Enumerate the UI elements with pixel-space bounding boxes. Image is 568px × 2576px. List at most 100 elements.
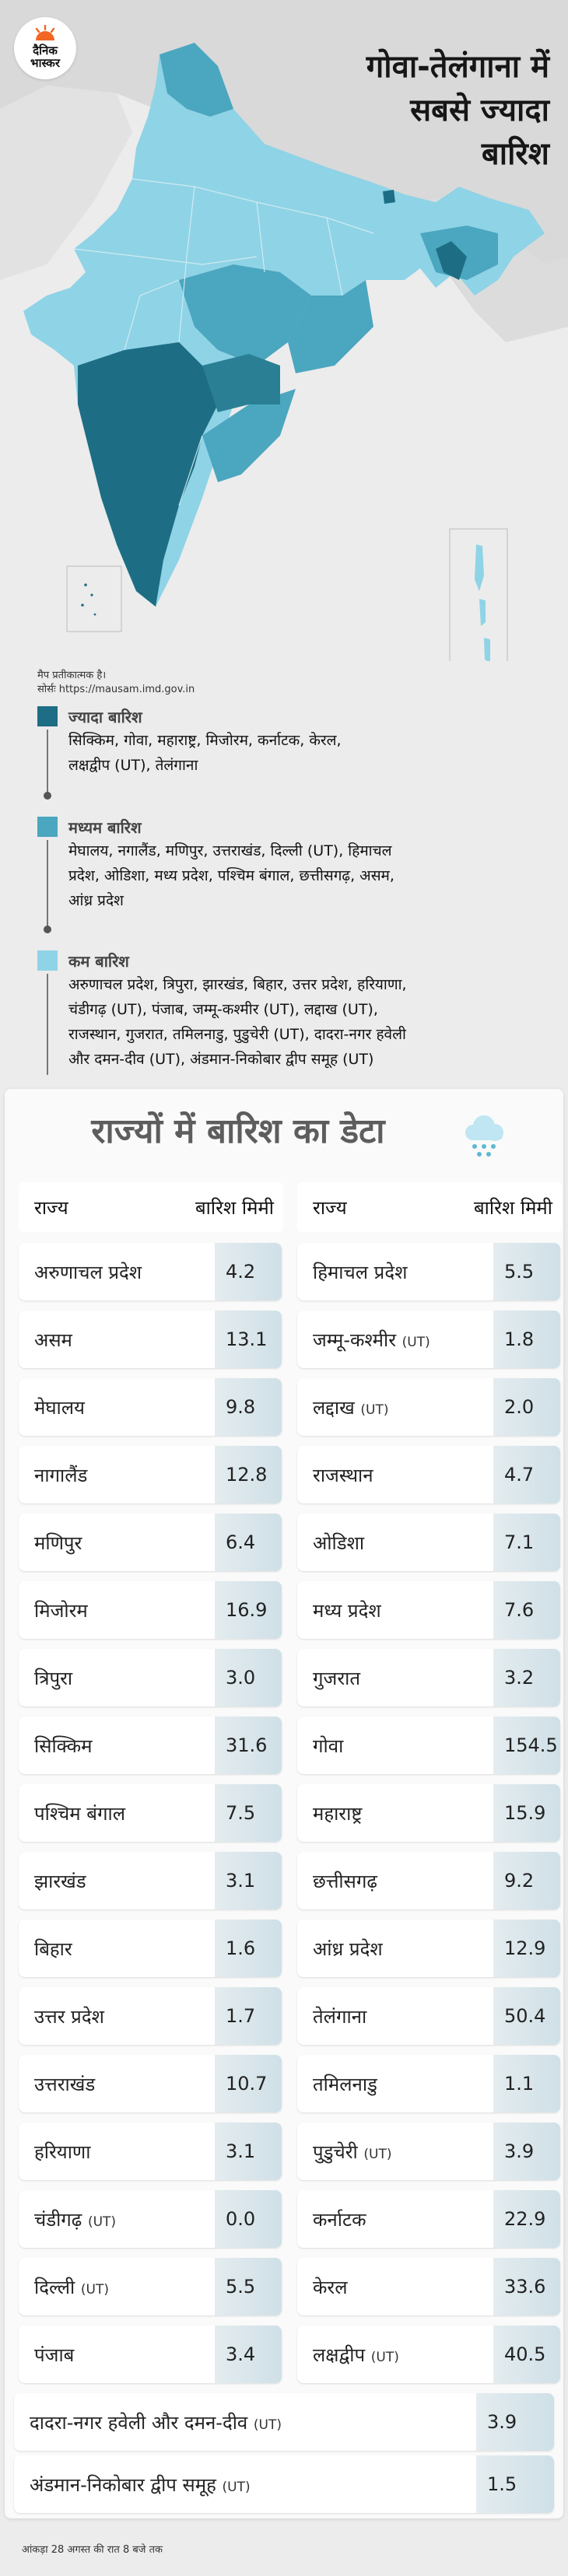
table-row: चंडीगढ़ (UT) 0.0 xyxy=(19,2190,282,2248)
ut-tag: (UT) xyxy=(363,2146,392,2162)
table-row: हिमाचल प्रदेश 5.5 xyxy=(297,1243,560,1300)
legend-swatch-high xyxy=(37,706,58,726)
map-region-medium-central xyxy=(179,264,311,366)
row-state-name: त्रिपुरा xyxy=(19,1665,215,1691)
row-state-name: मेघालय xyxy=(19,1395,215,1420)
legend-connector xyxy=(47,840,48,927)
table-row: त्रिपुरा 3.0 xyxy=(19,1649,282,1706)
state-label: गुजरात xyxy=(313,1667,361,1689)
table-row: मणिपुर 6.4 xyxy=(19,1514,282,1571)
legend-connector xyxy=(47,974,48,1075)
state-label: मणिपुर xyxy=(34,1531,82,1554)
state-label: दादरा-नगर हवेली और दमन-दीव xyxy=(30,2411,248,2434)
row-state-name: उत्तर प्रदेश xyxy=(19,2004,215,2029)
ut-tag: (UT) xyxy=(87,2214,117,2230)
source-block: मैप प्रतीकात्मक है। सोर्सः https://mausa… xyxy=(37,669,195,697)
table-row: लक्षद्वीप (UT) 40.5 xyxy=(297,2326,560,2383)
rainfall-value: 13.1 xyxy=(215,1311,282,1368)
ut-tag: (UT) xyxy=(370,2349,399,2365)
map-region-medium-north xyxy=(160,43,233,117)
rainfall-value: 50.4 xyxy=(493,1987,560,2045)
row-state-name: झारखंड xyxy=(19,1868,215,1894)
table-row: हरियाणा 3.1 xyxy=(19,2123,282,2180)
legend-title-medium: मध्यम बारिश xyxy=(68,818,142,837)
table-row: असम 13.1 xyxy=(19,1311,282,1368)
legend-text-medium-1: मेघालय, नगालैंड, मणिपुर, उत्तराखंड, दिल्… xyxy=(68,842,392,859)
legend-title-low: कम बारिश xyxy=(68,952,129,971)
rainfall-value: 3.0 xyxy=(215,1649,282,1706)
legend-title-high: ज्यादा बारिश xyxy=(68,708,142,726)
row-state-name: पंजाब xyxy=(19,2342,215,2368)
state-label: बिहार xyxy=(34,1937,72,1960)
row-state-name: उत्तराखंड xyxy=(19,2071,215,2097)
table-row: बिहार 1.6 xyxy=(19,1920,282,1977)
row-state-name: लद्दाख (UT) xyxy=(297,1395,493,1420)
rainfall-value: 3.9 xyxy=(476,2393,554,2451)
row-state-name: जम्मू-कश्मीर (UT) xyxy=(297,1327,493,1353)
ut-tag: (UT) xyxy=(401,1334,430,1350)
rainfall-value: 7.5 xyxy=(215,1784,282,1842)
row-state-name: दादरा-नगर हवेली और दमन-दीव (UT) xyxy=(14,2410,476,2435)
row-state-name: गोवा xyxy=(297,1733,493,1759)
row-state-name: तमिलनाडु xyxy=(297,2071,493,2097)
state-label: नागालैंड xyxy=(34,1464,88,1486)
table-row: तमिलनाडु 1.1 xyxy=(297,2055,560,2112)
map-legend: ज्यादा बारिश सिक्किम, गोवा, महाराष्ट्र, … xyxy=(37,706,551,1092)
state-label: छत्तीसगढ़ xyxy=(313,1870,377,1892)
rainfall-value: 9.8 xyxy=(215,1378,282,1436)
ut-tag: (UT) xyxy=(360,1402,389,1418)
rainfall-value: 5.5 xyxy=(493,1243,560,1300)
row-state-name: असम xyxy=(19,1327,215,1353)
state-label: मिजोरम xyxy=(34,1599,88,1622)
rainfall-value: 1.7 xyxy=(215,1987,282,2045)
state-label: उत्तर प्रदेश xyxy=(34,2005,104,2028)
legend-text-high-1: सिक्किम, गोवा, महाराष्ट्र, मिजोरम, कर्ना… xyxy=(68,732,342,749)
rainfall-value: 1.8 xyxy=(493,1311,560,1368)
rainfall-value: 3.2 xyxy=(493,1649,560,1706)
rainfall-value: 3.9 xyxy=(493,2123,560,2180)
rainfall-value: 4.7 xyxy=(493,1446,560,1503)
column-header-state: राज्य xyxy=(34,1196,68,1219)
rainfall-value: 6.4 xyxy=(215,1514,282,1571)
row-state-name: हरियाणा xyxy=(19,2139,215,2165)
rain-cloud-icon xyxy=(465,1115,503,1157)
table-row: उत्तर प्रदेश 1.7 xyxy=(19,1987,282,2045)
state-label: कर्नाटक xyxy=(313,2208,366,2231)
legend-text-low-4: और दमन-दीव (UT), अंडमान-निकोबार द्वीप सम… xyxy=(68,1051,374,1068)
row-state-name: मध्य प्रदेश xyxy=(297,1598,493,1623)
ut-tag: (UT) xyxy=(253,2417,282,2433)
legend-text-low-1: अरुणाचल प्रदेश, त्रिपुरा, झारखंड, बिहार,… xyxy=(68,976,407,993)
table-row: महाराष्ट्र 15.9 xyxy=(297,1784,560,1842)
table-row: नागालैंड 12.8 xyxy=(19,1446,282,1503)
state-label: हिमाचल प्रदेश xyxy=(313,1261,408,1283)
table-row: अरुणाचल प्रदेश 4.2 xyxy=(19,1243,282,1300)
row-state-name: मणिपुर xyxy=(19,1530,215,1556)
row-state-name: अरुणाचल प्रदेश xyxy=(19,1259,215,1285)
column-header-rainfall: बारिश मिमी xyxy=(473,1196,552,1219)
state-label: राजस्थान xyxy=(313,1464,373,1486)
rainfall-value: 33.6 xyxy=(493,2258,560,2315)
state-label: तेलंगाना xyxy=(313,2005,367,2028)
state-label: सिक्किम xyxy=(34,1734,93,1757)
row-state-name: सिक्किम xyxy=(19,1733,215,1759)
ut-tag: (UT) xyxy=(80,2281,110,2298)
rainfall-value: 3.1 xyxy=(215,1852,282,1909)
state-label: जम्मू-कश्मीर xyxy=(313,1328,397,1351)
map-region-high-sikkim xyxy=(383,190,395,204)
india-rainfall-map: दैनिक भास्कर गोवा-तेलंगाना में सबसे ज्या… xyxy=(0,0,568,661)
table-row: पंजाब 3.4 xyxy=(19,2326,282,2383)
table-row: जम्मू-कश्मीर (UT) 1.8 xyxy=(297,1311,560,1368)
rainfall-value: 3.1 xyxy=(215,2123,282,2180)
state-label: अरुणाचल प्रदेश xyxy=(34,1261,142,1283)
source-link[interactable]: सोर्सः https://mausam.imd.gov.in xyxy=(37,684,195,695)
rainfall-value: 1.5 xyxy=(476,2455,554,2513)
table-row: मिजोरम 16.9 xyxy=(19,1581,282,1639)
table-row: दिल्ली (UT) 5.5 xyxy=(19,2258,282,2315)
row-state-name: पश्चिम बंगाल xyxy=(19,1801,215,1826)
brand-name-line2: भास्कर xyxy=(30,56,60,70)
legend-text-medium-3: आंध्र प्रदेश xyxy=(68,892,124,909)
legend-text-high-2: लक्षद्वीप (UT), तेलंगाना xyxy=(68,757,198,774)
legend-low: कम बारिश अरुणाचल प्रदेश, त्रिपुरा, झारखं… xyxy=(37,950,551,1075)
table-header-left: राज्य बारिश मिमी xyxy=(19,1182,283,1232)
